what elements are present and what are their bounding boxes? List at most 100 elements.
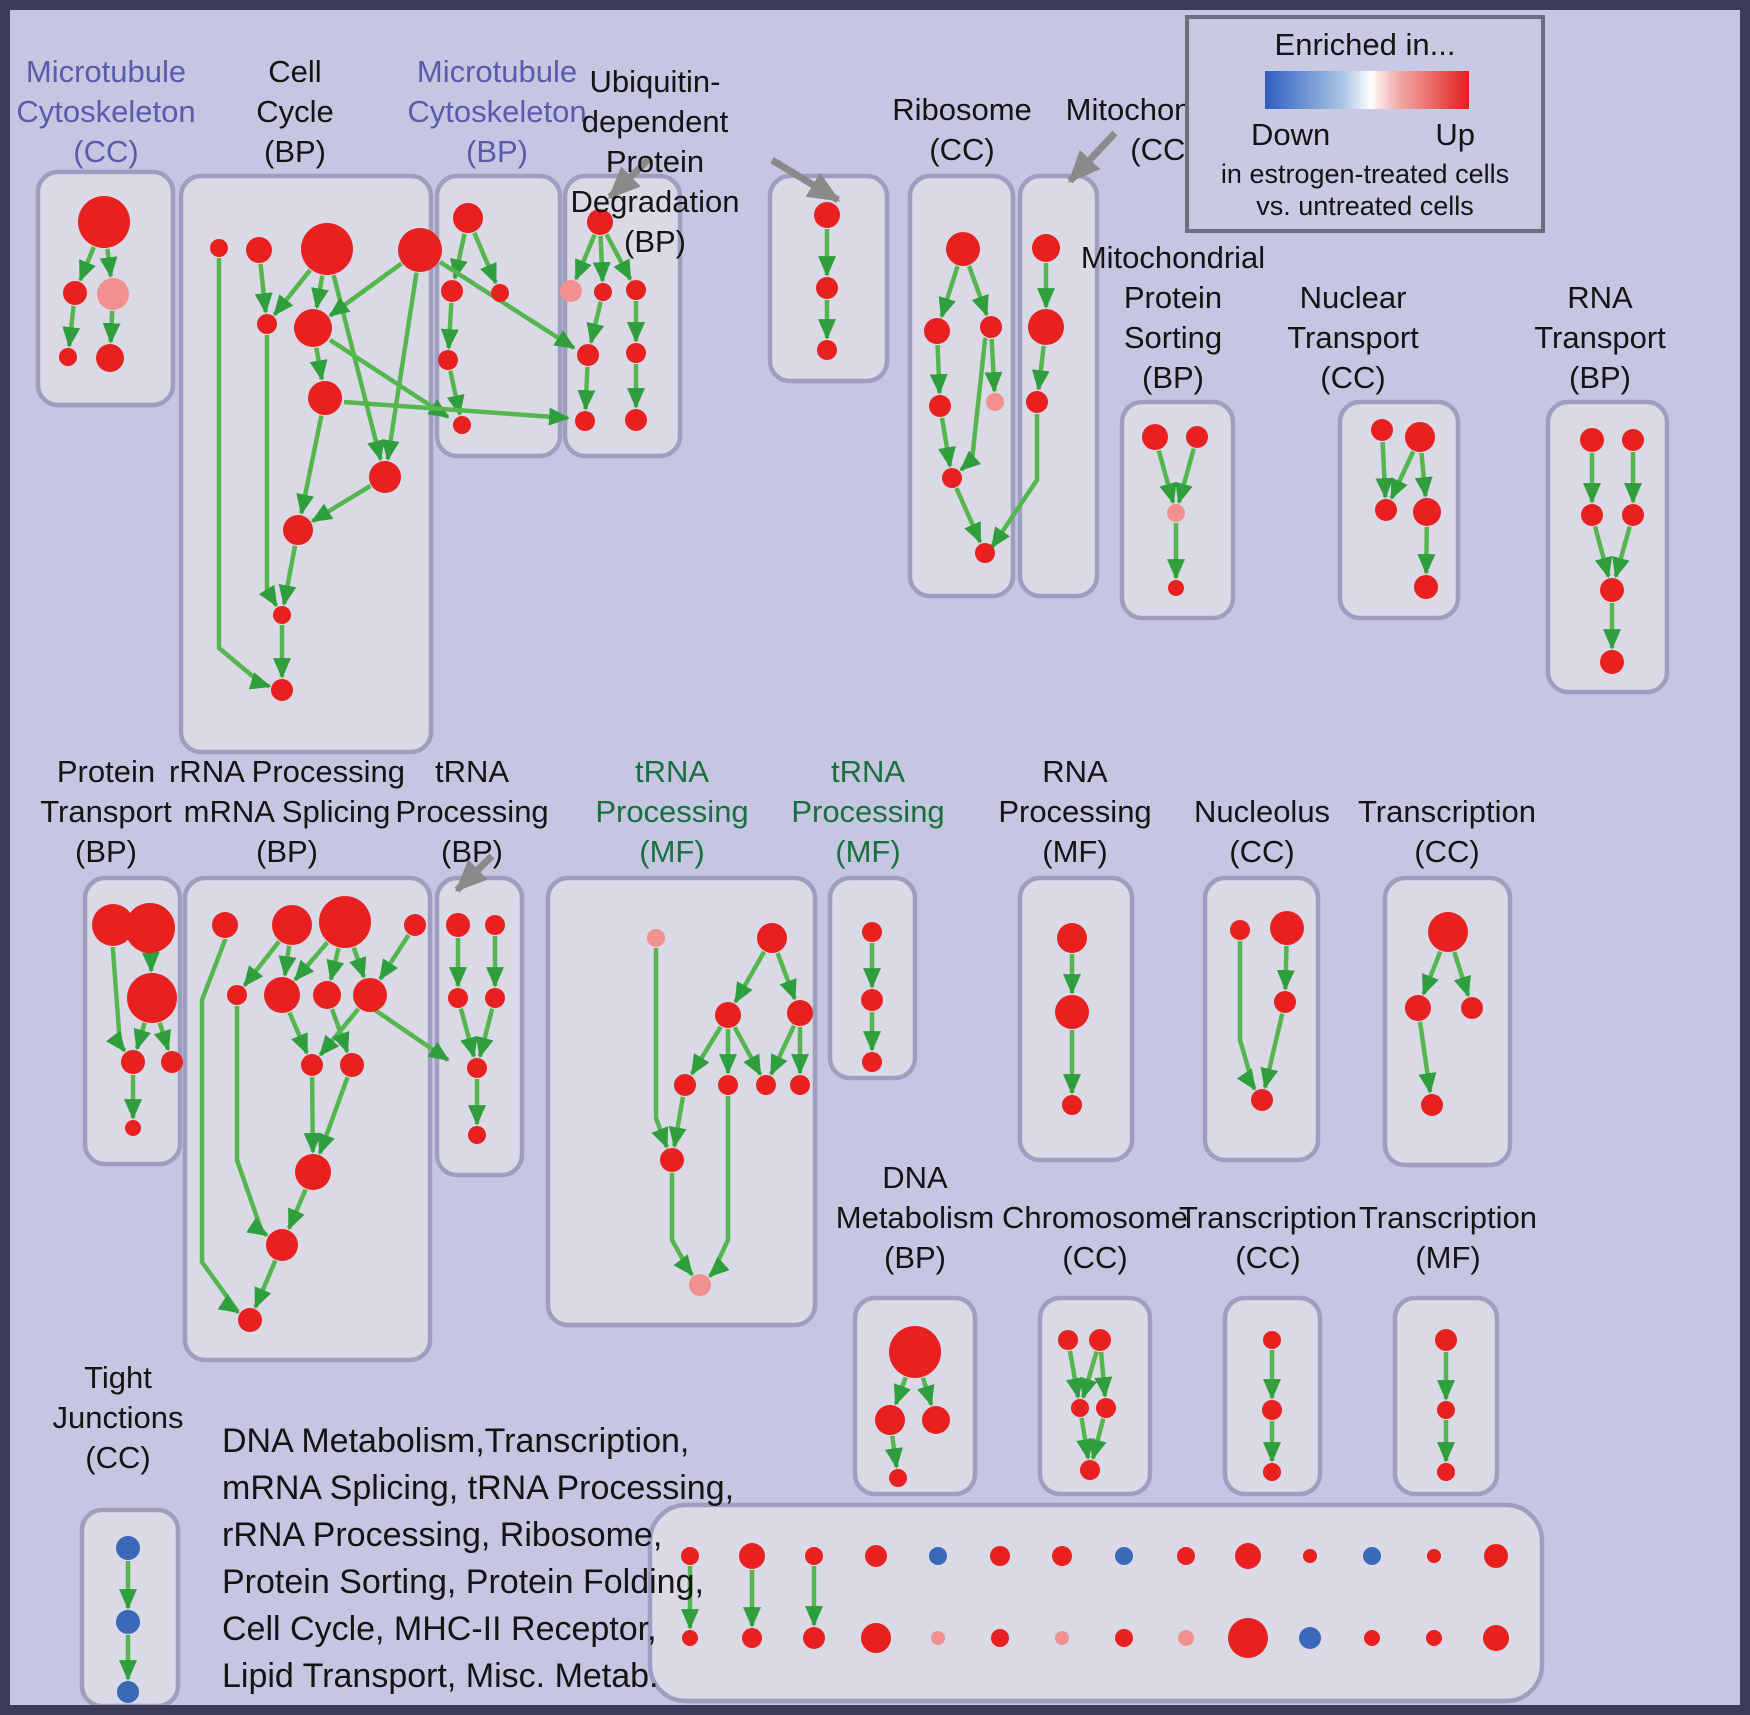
transcription-cc-1-edge-2 bbox=[1417, 1021, 1437, 1094]
rrna-mrna-edge-0 bbox=[199, 937, 241, 1315]
rrna-mrna-node-1 bbox=[272, 905, 312, 945]
transcription-cc-2-node-0 bbox=[1263, 1331, 1281, 1349]
dna-metabolism-node-3 bbox=[889, 1469, 907, 1487]
ubiquitin-1-node-1 bbox=[560, 280, 582, 302]
cluster-mitochondrion-cc-box bbox=[1017, 173, 1100, 599]
protein-transport-edge-3 bbox=[153, 1022, 172, 1052]
chromosome-node-3 bbox=[1096, 1398, 1116, 1418]
ribosome-cc-edge-4 bbox=[959, 336, 989, 472]
mito-protein-sorting-edge-0 bbox=[1156, 449, 1177, 505]
trna-mf-1-node-9 bbox=[689, 1274, 711, 1296]
legend-subtitle-line-1: in estrogen-treated cells bbox=[1220, 159, 1510, 189]
cell-cycle-node-9 bbox=[273, 606, 291, 624]
mixed-clusters-node-2 bbox=[739, 1543, 765, 1569]
nuclear-transport-node-1 bbox=[1405, 422, 1435, 452]
ubiquitin-2-node-1 bbox=[816, 277, 838, 299]
rrna-mrna-node-9 bbox=[340, 1053, 364, 1077]
footnote-line-4: Protein Sorting, Protein Folding, bbox=[222, 1563, 704, 1601]
trna-mf-1-edge-5 bbox=[769, 1024, 797, 1076]
ribosome-cc-node-3 bbox=[929, 395, 951, 417]
ubiquitin-1-node-2 bbox=[594, 283, 612, 301]
legend-up-label: Up bbox=[1435, 117, 1475, 152]
trna-mf-1-node-6 bbox=[756, 1075, 776, 1095]
rna-transport-edge-2 bbox=[1592, 526, 1613, 579]
mitochondrion-cc-node-2 bbox=[1026, 391, 1048, 413]
ubiquitin-1-node-6 bbox=[575, 411, 595, 431]
trna-mf-1-node-7 bbox=[790, 1075, 810, 1095]
ubiquitin-1-edge-3 bbox=[586, 301, 605, 345]
trna-mf-1-edge-7 bbox=[651, 947, 669, 1149]
trna-mf-1-edge-10 bbox=[708, 1095, 731, 1278]
ubiquitin-1-edge-2 bbox=[604, 233, 633, 281]
mixed-clusters-node-20 bbox=[1303, 1549, 1317, 1563]
mito-protein-sorting-node-0 bbox=[1142, 424, 1168, 450]
rrna-mrna-node-4 bbox=[227, 985, 247, 1005]
chromosome-node-1 bbox=[1089, 1329, 1111, 1351]
transcription-cc-1-edge-0 bbox=[1421, 950, 1443, 996]
dna-metabolism-edge-2 bbox=[884, 1435, 903, 1469]
cross-edge-0 bbox=[328, 338, 450, 419]
nuclear-transport-edge-1 bbox=[1389, 450, 1416, 500]
microtubule-cc-node-3 bbox=[59, 348, 77, 366]
mixed-clusters-node-21 bbox=[1299, 1627, 1321, 1649]
mitochondrion-cc-node-0 bbox=[1032, 234, 1060, 262]
microtubule-cc-edge-1 bbox=[99, 248, 118, 278]
trna-bp-node-0 bbox=[446, 913, 470, 937]
microtubule-bp-node-0 bbox=[453, 203, 483, 233]
nuclear-transport-edge-2 bbox=[1414, 452, 1433, 498]
cell-cycle-node-6 bbox=[308, 381, 342, 415]
mixed-clusters-node-3 bbox=[742, 1628, 762, 1648]
ubiquitin-2-node-0 bbox=[814, 202, 840, 228]
nuclear-transport-edge-0 bbox=[1375, 441, 1394, 499]
trna-bp-node-2 bbox=[448, 988, 468, 1008]
cell-cycle-node-5 bbox=[294, 309, 332, 347]
protein-transport-node-0 bbox=[92, 904, 134, 946]
mixed-clusters-node-6 bbox=[865, 1545, 887, 1567]
cell-cycle-edge-10 bbox=[258, 335, 279, 608]
mixed-clusters-node-16 bbox=[1177, 1547, 1195, 1565]
mixed-clusters-node-24 bbox=[1427, 1549, 1441, 1563]
cluster-mixed-clusters-box bbox=[647, 1502, 1545, 1704]
annotation-arrow-0 bbox=[607, 155, 653, 200]
rna-transport-node-4 bbox=[1600, 578, 1624, 602]
mixed-clusters-node-9 bbox=[931, 1631, 945, 1645]
legend-title: Enriched in... bbox=[1274, 27, 1456, 62]
rrna-mrna-node-7 bbox=[353, 978, 387, 1012]
rna-transport-node-3 bbox=[1622, 504, 1644, 526]
rrna-mrna-node-0 bbox=[212, 912, 238, 938]
cell-cycle-node-4 bbox=[257, 314, 277, 334]
rrna-mrna-node-10 bbox=[295, 1154, 331, 1190]
trna-bp-edge-2 bbox=[458, 1008, 478, 1059]
rrna-mrna-node-11 bbox=[266, 1229, 298, 1261]
rna-processing-mf-node-1 bbox=[1055, 995, 1089, 1029]
rrna-mrna-node-6 bbox=[313, 981, 341, 1009]
rna-transport-node-1 bbox=[1622, 429, 1644, 451]
footnote-line-5: Cell Cycle, MHC-II Receptor, bbox=[222, 1610, 657, 1648]
trna-mf-1-edge-4 bbox=[732, 1026, 763, 1077]
rrna-mrna-node-5 bbox=[264, 977, 300, 1013]
rrna-mrna-edge-3 bbox=[293, 940, 330, 982]
rrna-mrna-node-3 bbox=[404, 914, 426, 936]
mixed-clusters-node-8 bbox=[929, 1547, 947, 1565]
ribosome-cc-edge-2 bbox=[929, 344, 948, 395]
rrna-mrna-edge-6 bbox=[378, 933, 411, 981]
cluster-nucleolus-box bbox=[1202, 875, 1321, 1163]
ribosome-cc-node-0 bbox=[946, 232, 980, 266]
microtubule-cc-edge-3 bbox=[102, 310, 121, 344]
trna-bp-edge-3 bbox=[475, 1008, 495, 1059]
ribosome-cc-edge-0 bbox=[938, 265, 960, 319]
protein-transport-node-3 bbox=[121, 1050, 145, 1074]
mixed-clusters-node-22 bbox=[1363, 1547, 1381, 1565]
cell-cycle-node-7 bbox=[369, 461, 401, 493]
trna-mf-1-node-1 bbox=[757, 923, 787, 953]
rna-transport-edge-3 bbox=[1612, 525, 1632, 579]
mixed-clusters-node-27 bbox=[1483, 1625, 1509, 1651]
trna-mf-2-node-1 bbox=[861, 989, 883, 1011]
legend-gradient-bar bbox=[1265, 71, 1469, 109]
trna-bp-node-3 bbox=[485, 988, 505, 1008]
mixed-clusters-node-7 bbox=[861, 1623, 891, 1653]
legend-subtitle-line-2: vs. untreated cells bbox=[1256, 191, 1474, 221]
nuclear-transport-node-4 bbox=[1414, 575, 1438, 599]
